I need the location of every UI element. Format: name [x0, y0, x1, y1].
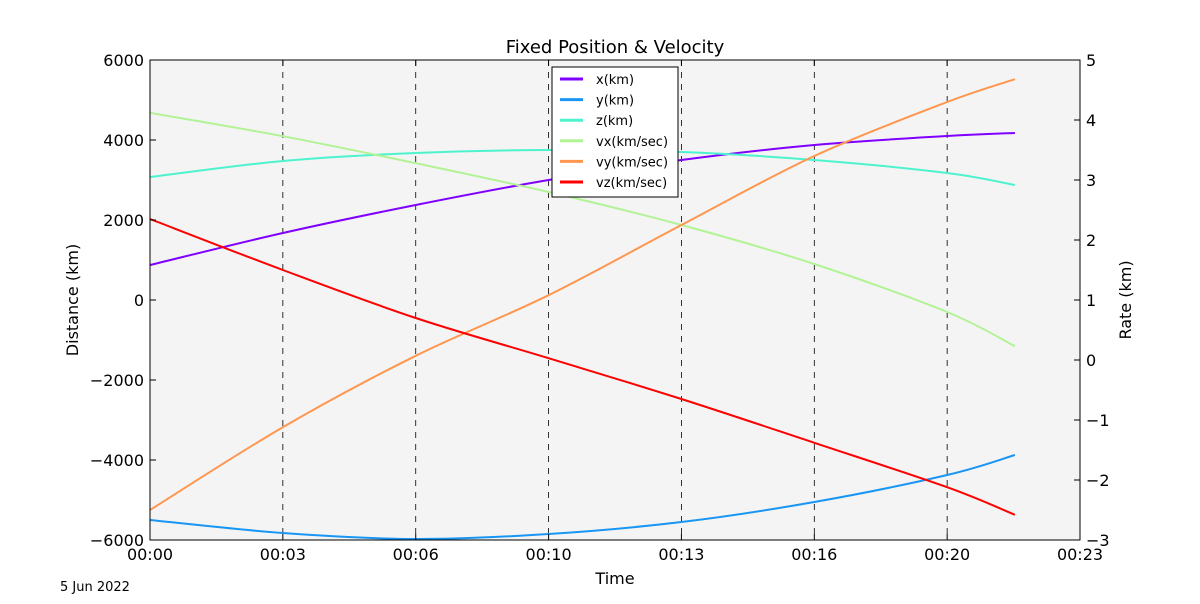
y-right-tick-label: −1	[1086, 411, 1110, 430]
series-lines	[149, 78, 1016, 541]
y-right-tick-label: 3	[1086, 171, 1096, 190]
chart-title: Fixed Position & Velocity	[506, 37, 725, 58]
y-left-tick-label: 0	[134, 291, 144, 310]
y-right-tick-label: 2	[1086, 231, 1096, 250]
y-right-tick-label: −3	[1086, 531, 1110, 550]
y-right-tick-label: 4	[1086, 111, 1096, 130]
legend-label: vy(km/sec)	[596, 155, 668, 170]
y-left-tick-label: 2000	[103, 211, 144, 230]
y-left-tick-label: −4000	[90, 451, 144, 470]
y-right-tick-label: 5	[1086, 51, 1096, 70]
y-right-tick-label: −2	[1086, 471, 1110, 490]
y-axis-right: 5 4 3 2 1 0 −1 −2 −3	[1074, 51, 1110, 550]
x-tick-label: 00:10	[526, 545, 572, 564]
y-axis-left: 6000 4000 2000 0 −2000 −4000 −6000	[90, 51, 156, 550]
y-axis-left-label: Distance (km)	[63, 244, 82, 356]
legend-label: x(km)	[596, 73, 634, 88]
series-line-5	[149, 218, 1016, 516]
x-tick-label: 00:00	[127, 545, 173, 564]
y-left-tick-label: −6000	[90, 531, 144, 550]
x-tick-label: 00:16	[791, 545, 837, 564]
legend-label: y(km)	[596, 94, 634, 109]
legend-box	[551, 66, 679, 198]
legend-label: vz(km/sec)	[596, 176, 667, 191]
legend-label: vx(km/sec)	[596, 135, 668, 150]
y-axis-right-label: Rate (km)	[1116, 260, 1135, 339]
y-left-tick-label: 4000	[103, 131, 144, 150]
x-tick-label: 00:03	[260, 545, 306, 564]
x-tick-label: 00:13	[658, 545, 704, 564]
x-axis: 00:00 00:03 00:06 00:10 00:13 00:16 00:20 00:23	[127, 60, 1103, 564]
x-tick-label: 00:20	[924, 545, 970, 564]
x-axis-label: Time	[594, 569, 634, 588]
y-right-tick-label: 0	[1086, 351, 1096, 370]
legend-label: z(km)	[596, 114, 633, 129]
series-line-1	[149, 454, 1016, 541]
y-right-tick-label: 1	[1086, 291, 1096, 310]
y-left-tick-label: 6000	[103, 51, 144, 70]
x-tick-label: 00:06	[393, 545, 439, 564]
gridlines	[282, 60, 948, 540]
series-line-3	[149, 111, 1016, 348]
y-left-tick-label: −2000	[90, 371, 144, 390]
x-tick-label: 00:23	[1057, 545, 1103, 564]
footer-date: 5 Jun 2022	[60, 580, 130, 595]
legend: x(km) y(km) z(km) vx(km/sec) vy(km/sec) vz(km…	[551, 66, 679, 198]
series-line-4	[149, 78, 1016, 511]
